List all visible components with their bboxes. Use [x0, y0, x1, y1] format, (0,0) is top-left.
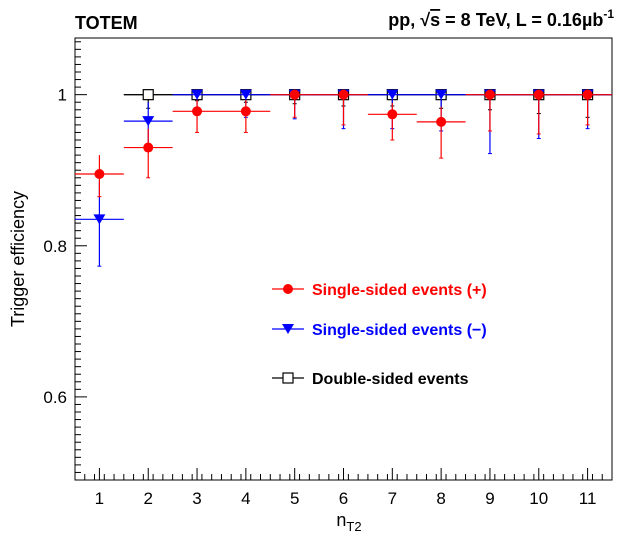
data-point — [94, 169, 105, 179]
sqrt-symbol: √ — [420, 10, 430, 30]
data-point — [192, 106, 203, 117]
ticks-layer: 1 2 3 4 5 6 7 8 9 10 11 0.6 0.8 1 — [43, 41, 603, 508]
series-layer — [75, 89, 612, 267]
series-0 — [75, 89, 612, 198]
data-point — [387, 109, 398, 120]
x-tick-label: 2 — [143, 489, 152, 508]
experiment-label: TOTEM — [75, 13, 138, 33]
x-tick-label: 7 — [388, 489, 397, 508]
data-point — [239, 89, 252, 100]
data-point — [386, 89, 399, 100]
x-axis-title-sub: T2 — [346, 519, 361, 534]
data-point — [338, 89, 349, 100]
conditions-label: pp, √s = 8 TeV, L = 0.16µb-1 — [388, 7, 614, 30]
legend-label-double: Double-sided events — [312, 371, 469, 388]
x-tick-label: 6 — [339, 489, 348, 508]
data-point — [142, 89, 154, 101]
data-point — [484, 89, 495, 100]
x-tick-label: 5 — [290, 489, 299, 508]
sqrt-s: s — [430, 10, 440, 30]
legend-label-plus: Single-sided events (+) — [312, 282, 487, 299]
conditions-unit: µb — [582, 10, 603, 30]
data-point — [191, 89, 204, 100]
legend-entry-double: Double-sided events — [272, 371, 469, 388]
x-tick-label: 8 — [436, 489, 445, 508]
legend-marker-plus — [283, 284, 293, 294]
x-tick-label: 3 — [192, 489, 201, 508]
data-point — [435, 89, 448, 100]
x-tick-label: 1 — [95, 489, 104, 508]
y-tick-label: 0.8 — [43, 237, 67, 256]
legend-entry-single-plus: Single-sided events (+) — [272, 282, 487, 299]
y-tick-label: 1 — [58, 86, 67, 105]
x-axis-title-main: n — [336, 510, 346, 530]
y-tick-label: 0.6 — [43, 388, 67, 407]
conditions-exp: -1 — [603, 7, 614, 21]
y-axis-title: Trigger efficiency — [8, 191, 28, 327]
legend-marker-minus — [282, 324, 294, 334]
data-point — [142, 116, 155, 127]
data-point — [240, 106, 251, 117]
data-point — [582, 89, 593, 100]
legend: Single-sided events (+) Single-sided eve… — [272, 282, 487, 388]
data-point — [93, 214, 106, 225]
data-point — [289, 89, 300, 100]
legend-entry-single-minus: Single-sided events (−) — [272, 322, 487, 339]
data-point — [533, 89, 544, 100]
legend-marker-double — [282, 372, 294, 384]
data-point — [436, 116, 447, 127]
legend-label-minus: Single-sided events (−) — [312, 322, 487, 339]
conditions-mid: = 8 TeV, L = 0.16 — [440, 10, 582, 30]
x-tick-label: 11 — [579, 489, 597, 508]
conditions-prefix: pp, — [388, 10, 420, 30]
x-axis-title: nT2 — [336, 510, 361, 534]
data-point — [143, 142, 154, 153]
x-tick-label: 10 — [529, 489, 548, 508]
x-tick-label: 9 — [485, 489, 494, 508]
x-tick-label: 4 — [241, 489, 250, 508]
